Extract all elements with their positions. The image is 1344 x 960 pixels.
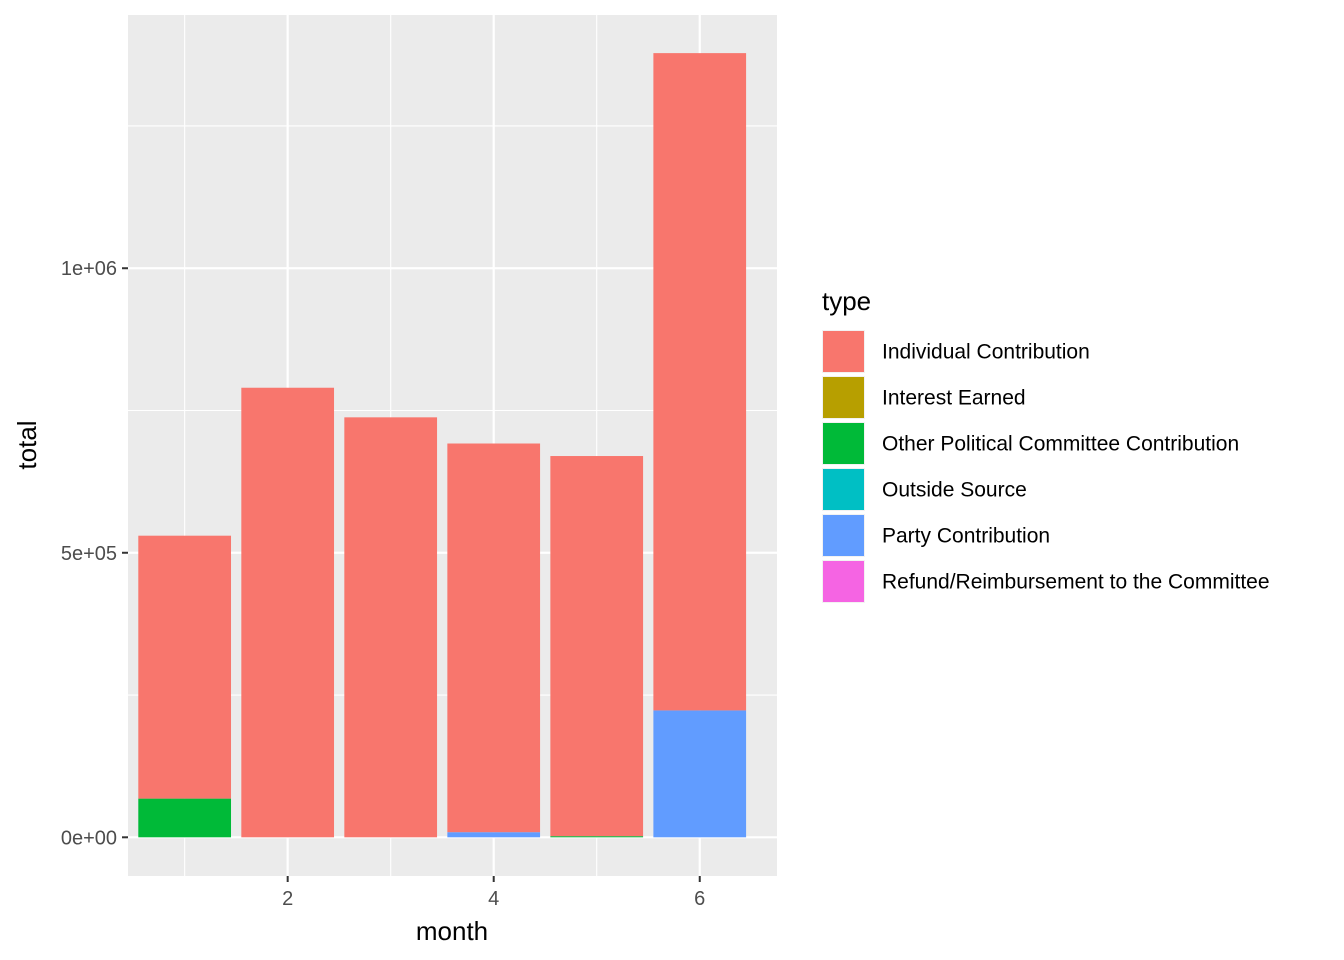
legend-label: Party Contribution	[882, 525, 1050, 548]
legend-items: Individual Contribution Interest Earned Ot…	[822, 330, 1270, 603]
legend-label: Interest Earned	[882, 387, 1026, 410]
legend-swatch	[823, 561, 864, 602]
legend-swatch	[823, 469, 864, 510]
legend-swatch	[823, 331, 864, 372]
bar-segment	[447, 443, 541, 833]
legend-swatch	[823, 377, 864, 418]
bars	[138, 53, 747, 838]
bar-segment	[653, 53, 747, 711]
legend: type Individual Contribution Interest Ear…	[822, 286, 1270, 603]
bar-segment	[344, 417, 438, 838]
bar-segment	[138, 535, 232, 799]
legend-swatch	[823, 423, 864, 464]
legend-swatch	[823, 515, 864, 556]
y-tick-label: 1e+06	[61, 258, 117, 280]
y-tick-label: 0e+00	[61, 827, 117, 849]
bar-segment	[550, 456, 644, 837]
y-axis-title: total	[12, 420, 42, 469]
bar-segment	[241, 387, 335, 838]
x-tick-label: 4	[488, 888, 499, 910]
y-tick-label: 5e+05	[61, 543, 117, 565]
legend-title: type	[822, 286, 871, 316]
x-tick-label: 6	[694, 888, 705, 910]
x-axis-ticks: 2 4 6	[282, 876, 705, 910]
legend-label: Outside Source	[882, 479, 1027, 502]
x-tick-label: 2	[282, 888, 293, 910]
legend-label: Individual Contribution	[882, 341, 1090, 364]
bar-segment	[653, 710, 747, 838]
y-axis-ticks: 0e+00 5e+05 1e+06	[61, 258, 128, 849]
bar-segment	[550, 836, 644, 838]
bar-segment	[138, 798, 232, 838]
bar-segment	[447, 832, 541, 838]
legend-label: Refund/Reimbursement to the Committee	[882, 571, 1270, 594]
legend-label: Other Political Committee Contribution	[882, 433, 1239, 456]
x-axis-title: month	[416, 916, 488, 946]
